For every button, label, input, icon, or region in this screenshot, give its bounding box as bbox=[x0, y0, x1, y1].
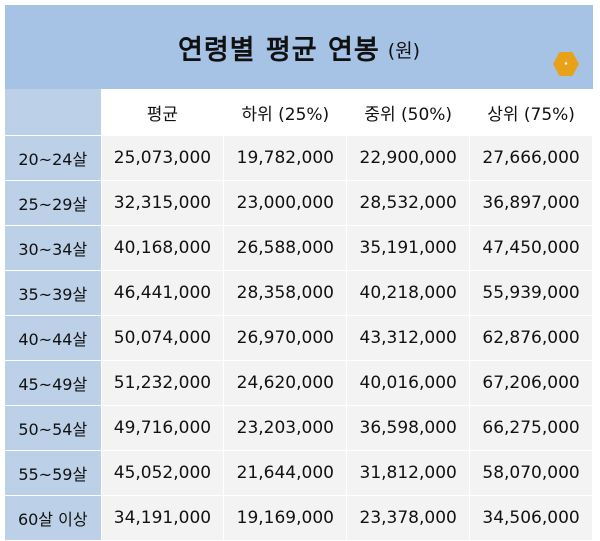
table-row: 35~39살 46,441,000 28,358,000 40,218,000 55,9… bbox=[5, 270, 593, 316]
title-bar: 연령별 평균 연봉 (원) ★ bbox=[5, 5, 593, 89]
cell-p50: 31,812,000 bbox=[346, 450, 471, 496]
cell-average: 46,441,000 bbox=[101, 270, 225, 316]
cell-p25: 26,970,000 bbox=[223, 315, 348, 361]
table-row: 50~54살 49,716,000 23,203,000 36,598,000 66,2… bbox=[5, 405, 593, 451]
column-header-p75: 상위 (75%) bbox=[469, 89, 593, 136]
cell-p25: 23,000,000 bbox=[223, 180, 348, 226]
row-age-label: 25~29살 bbox=[5, 180, 102, 226]
row-age-label: 45~49살 bbox=[5, 360, 102, 406]
cell-p25: 24,620,000 bbox=[223, 360, 348, 406]
cell-average: 34,191,000 bbox=[101, 495, 225, 541]
cell-p50: 40,218,000 bbox=[346, 270, 471, 316]
cell-p25: 28,358,000 bbox=[223, 270, 348, 316]
row-age-label: 55~59살 bbox=[5, 450, 102, 496]
column-header-p50: 중위 (50%) bbox=[346, 89, 471, 136]
cell-p75: 47,450,000 bbox=[469, 225, 593, 271]
cell-p25: 26,588,000 bbox=[223, 225, 348, 271]
cell-p75: 36,897,000 bbox=[469, 180, 593, 226]
cell-average: 51,232,000 bbox=[101, 360, 225, 406]
cell-average: 32,315,000 bbox=[101, 180, 225, 226]
cell-p75: 55,939,000 bbox=[469, 270, 593, 316]
cell-p25: 19,782,000 bbox=[223, 135, 348, 181]
cell-p50: 22,900,000 bbox=[346, 135, 471, 181]
cell-p75: 62,876,000 bbox=[469, 315, 593, 361]
cell-average: 25,073,000 bbox=[101, 135, 225, 181]
row-age-label: 35~39살 bbox=[5, 270, 102, 316]
row-age-label: 50~54살 bbox=[5, 405, 102, 451]
page-title: 연령별 평균 연봉 bbox=[178, 34, 380, 66]
cell-p75: 34,506,000 bbox=[469, 495, 593, 541]
table-row: 25~29살 32,315,000 23,000,000 28,532,000 36,8… bbox=[5, 180, 593, 226]
cell-p50: 28,532,000 bbox=[346, 180, 471, 226]
table-row: 40~44살 50,074,000 26,970,000 43,312,000 62,8… bbox=[5, 315, 593, 361]
cell-average: 50,074,000 bbox=[101, 315, 225, 361]
cell-average: 49,716,000 bbox=[101, 405, 225, 451]
cell-p75: 67,206,000 bbox=[469, 360, 593, 406]
row-age-label: 60살 이상 bbox=[5, 495, 102, 541]
salary-table-card: 연령별 평균 연봉 (원) ★ 평균 하위 (25%) 중위 (50%) 상위 … bbox=[5, 5, 593, 541]
salary-table: 평균 하위 (25%) 중위 (50%) 상위 (75%) 20~24살 25,0… bbox=[5, 89, 593, 541]
cell-p25: 21,644,000 bbox=[223, 450, 348, 496]
column-header-p25: 하위 (25%) bbox=[223, 89, 348, 136]
row-age-label: 30~34살 bbox=[5, 225, 102, 271]
cell-p50: 35,191,000 bbox=[346, 225, 471, 271]
cell-p75: 27,666,000 bbox=[469, 135, 593, 181]
table-row: 60살 이상 34,191,000 19,169,000 23,378,000 34,5… bbox=[5, 495, 593, 541]
column-header-average: 평균 bbox=[101, 89, 225, 136]
table-row: 30~34살 40,168,000 26,588,000 35,191,000 47,4… bbox=[5, 225, 593, 271]
cell-p50: 43,312,000 bbox=[346, 315, 471, 361]
cell-p25: 19,169,000 bbox=[223, 495, 348, 541]
row-age-label: 40~44살 bbox=[5, 315, 102, 361]
cell-average: 45,052,000 bbox=[101, 450, 225, 496]
cell-p75: 66,275,000 bbox=[469, 405, 593, 451]
award-badge-icon: ★ bbox=[553, 52, 579, 76]
table-row: 45~49살 51,232,000 24,620,000 40,016,000 67,2… bbox=[5, 360, 593, 406]
unit-label: (원) bbox=[387, 39, 420, 62]
table-row: 20~24살 25,073,000 19,782,000 22,900,000 27,6… bbox=[5, 135, 593, 181]
cell-p50: 40,016,000 bbox=[346, 360, 471, 406]
cell-p50: 36,598,000 bbox=[346, 405, 471, 451]
table-header-row: 평균 하위 (25%) 중위 (50%) 상위 (75%) bbox=[5, 89, 593, 136]
cell-average: 40,168,000 bbox=[101, 225, 225, 271]
header-corner bbox=[5, 89, 102, 136]
cell-p50: 23,378,000 bbox=[346, 495, 471, 541]
cell-p25: 23,203,000 bbox=[223, 405, 348, 451]
row-age-label: 20~24살 bbox=[5, 135, 102, 181]
table-row: 55~59살 45,052,000 21,644,000 31,812,000 58,0… bbox=[5, 450, 593, 496]
cell-p75: 58,070,000 bbox=[469, 450, 593, 496]
